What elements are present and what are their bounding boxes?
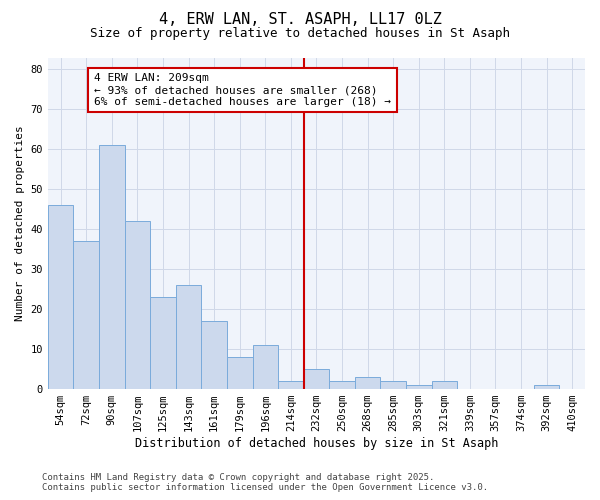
Bar — [48, 206, 73, 389]
Text: Contains HM Land Registry data © Crown copyright and database right 2025.
Contai: Contains HM Land Registry data © Crown c… — [42, 473, 488, 492]
Y-axis label: Number of detached properties: Number of detached properties — [15, 126, 25, 321]
Bar — [227, 357, 253, 389]
Bar — [329, 381, 355, 389]
Bar — [534, 385, 559, 389]
Text: 4, ERW LAN, ST. ASAPH, LL17 0LZ: 4, ERW LAN, ST. ASAPH, LL17 0LZ — [158, 12, 442, 28]
Bar — [431, 381, 457, 389]
Text: 4 ERW LAN: 209sqm
← 93% of detached houses are smaller (268)
6% of semi-detached: 4 ERW LAN: 209sqm ← 93% of detached hous… — [94, 74, 391, 106]
Bar — [380, 381, 406, 389]
Bar — [355, 377, 380, 389]
Text: Size of property relative to detached houses in St Asaph: Size of property relative to detached ho… — [90, 28, 510, 40]
Bar — [125, 222, 150, 389]
Bar — [406, 385, 431, 389]
Bar — [176, 285, 202, 389]
Bar — [99, 146, 125, 389]
Bar — [202, 321, 227, 389]
Bar — [304, 369, 329, 389]
Bar — [150, 297, 176, 389]
Bar — [73, 242, 99, 389]
Bar — [278, 381, 304, 389]
X-axis label: Distribution of detached houses by size in St Asaph: Distribution of detached houses by size … — [135, 437, 498, 450]
Bar — [253, 345, 278, 389]
